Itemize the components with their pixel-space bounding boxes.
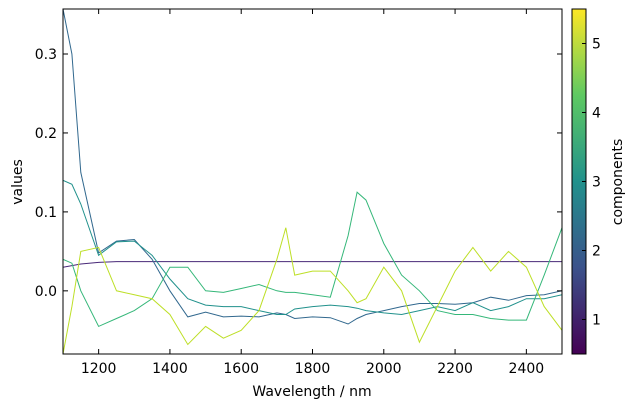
spectrum-line [63,227,562,354]
x-axis-label: Wavelength / nm [252,384,371,400]
x-tick-label: 1600 [223,361,259,377]
spectrum-line [63,261,562,268]
colorbar-label: components [610,139,626,226]
spectrum-line [63,191,562,328]
y-tick-label: 0.3 [35,47,57,63]
y-axis-label: values [10,159,26,205]
colorbar-tick-label: 3 [592,175,601,191]
x-tick-label: 1400 [152,361,188,377]
x-tick-label: 1200 [81,361,117,377]
y-tick-label: 0.1 [35,205,57,221]
y-tick-label: 0.2 [35,126,57,142]
colorbar-tick-label: 4 [592,106,601,122]
colorbar-tick-label: 5 [592,37,601,53]
x-tick-label: 1800 [295,361,331,377]
colorbar-tick-label: 2 [592,244,601,260]
spectrum-line [63,9,562,325]
plot-frame [62,8,563,355]
y-tick-label: 0.0 [35,284,57,300]
x-tick-label: 2000 [366,361,402,377]
colorbar-tick-label: 1 [592,313,601,329]
spectrum-line [63,179,562,316]
x-tick-label: 2200 [437,361,473,377]
x-tick-label: 2400 [509,361,545,377]
